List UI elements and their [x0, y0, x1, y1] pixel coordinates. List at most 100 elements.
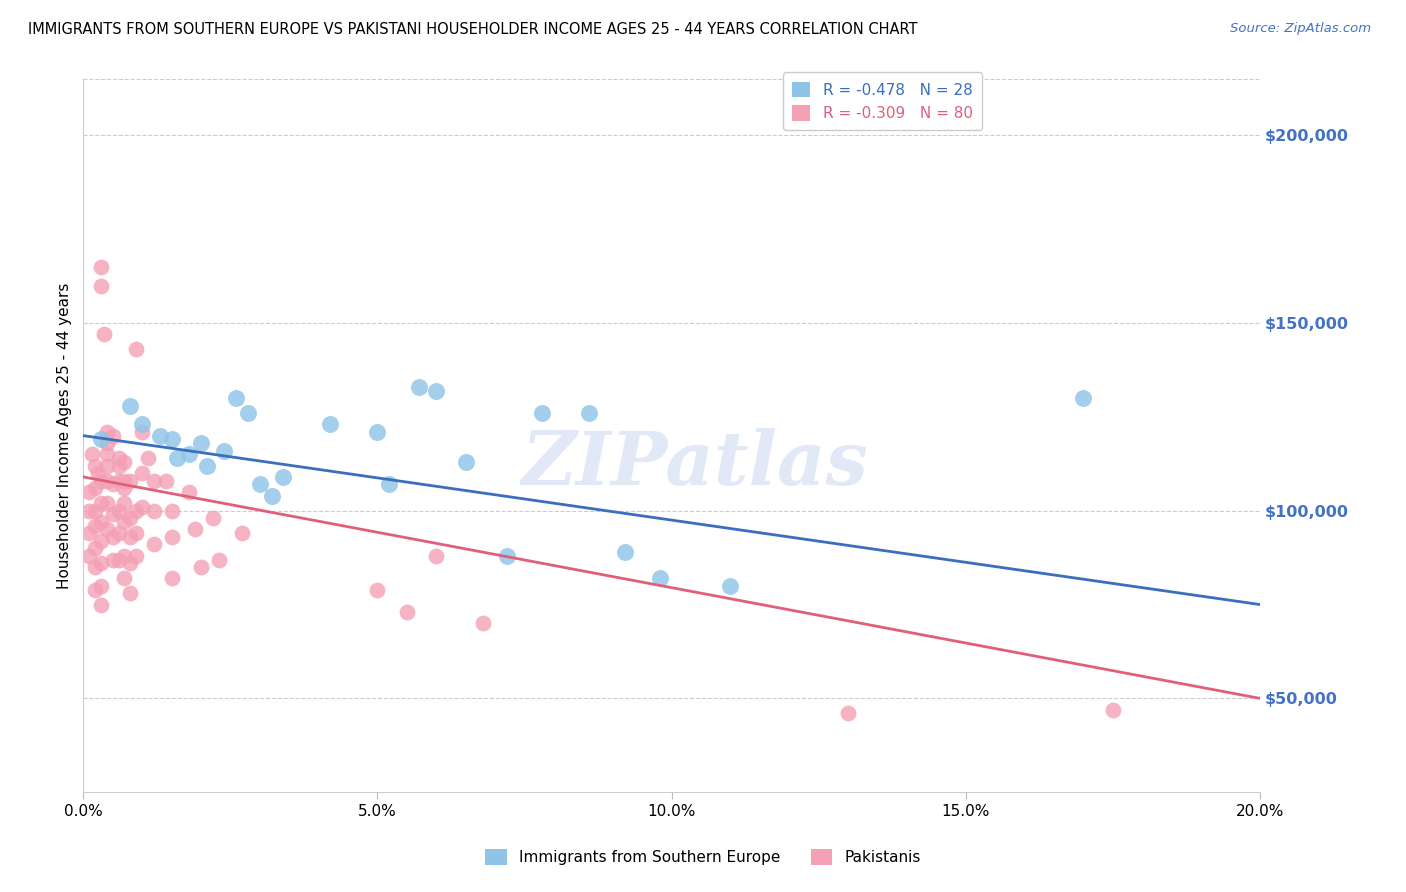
Point — [101, 552, 124, 566]
Point — [366, 425, 388, 439]
Point — [90, 515, 112, 529]
Point — [84, 541, 107, 556]
Point — [84, 582, 107, 597]
Point — [160, 433, 183, 447]
Point — [190, 436, 212, 450]
Point — [96, 447, 118, 461]
Point — [160, 530, 183, 544]
Point — [96, 436, 118, 450]
Point — [260, 489, 283, 503]
Point — [101, 508, 124, 522]
Point — [236, 406, 259, 420]
Point — [107, 526, 129, 541]
Point — [1073, 391, 1095, 405]
Point — [613, 545, 636, 559]
Point — [120, 586, 142, 600]
Point — [90, 496, 112, 510]
Point — [142, 537, 165, 551]
Point — [184, 523, 207, 537]
Point — [155, 474, 177, 488]
Point — [114, 474, 136, 488]
Point — [531, 406, 554, 420]
Point — [84, 481, 107, 495]
Point — [120, 511, 142, 525]
Point — [114, 481, 136, 495]
Text: Source: ZipAtlas.com: Source: ZipAtlas.com — [1230, 22, 1371, 36]
Point — [131, 500, 153, 514]
Point — [120, 474, 142, 488]
Point — [366, 582, 388, 597]
Point — [125, 526, 148, 541]
Point — [77, 549, 100, 563]
Point — [249, 477, 271, 491]
Point — [90, 579, 112, 593]
Point — [90, 533, 112, 548]
Point — [131, 466, 153, 480]
Point — [125, 549, 148, 563]
Point — [96, 474, 118, 488]
Y-axis label: Householder Income Ages 25 - 44 years: Householder Income Ages 25 - 44 years — [58, 283, 72, 589]
Point — [273, 470, 295, 484]
Point — [101, 477, 124, 491]
Point — [425, 549, 447, 563]
Point — [1102, 703, 1125, 717]
Legend: R = -0.478   N = 28, R = -0.309   N = 80: R = -0.478 N = 28, R = -0.309 N = 80 — [783, 72, 981, 130]
Point — [84, 458, 107, 473]
Legend: Immigrants from Southern Europe, Pakistanis: Immigrants from Southern Europe, Pakista… — [479, 843, 927, 871]
Point — [90, 433, 112, 447]
Point — [195, 458, 218, 473]
Point — [496, 549, 519, 563]
Point — [96, 496, 118, 510]
Point — [125, 343, 148, 357]
Point — [77, 504, 100, 518]
Point — [472, 616, 495, 631]
Point — [160, 571, 183, 585]
Point — [408, 380, 430, 394]
Point — [207, 552, 229, 566]
Point — [101, 530, 124, 544]
Point — [395, 605, 418, 619]
Point — [90, 556, 112, 570]
Point — [648, 571, 671, 585]
Point — [90, 598, 112, 612]
Point — [107, 552, 129, 566]
Point — [77, 526, 100, 541]
Point — [231, 526, 253, 541]
Point — [142, 504, 165, 518]
Point — [120, 556, 142, 570]
Point — [101, 428, 124, 442]
Point — [120, 399, 142, 413]
Point — [214, 443, 236, 458]
Point — [837, 706, 859, 721]
Point — [225, 391, 247, 405]
Point — [82, 447, 104, 461]
Text: ZIPatlas: ZIPatlas — [522, 428, 869, 500]
Point — [120, 530, 142, 544]
Point — [90, 260, 112, 274]
Point — [90, 278, 112, 293]
Point — [107, 474, 129, 488]
Point — [131, 425, 153, 439]
Point — [114, 515, 136, 529]
Point — [84, 504, 107, 518]
Point — [201, 511, 224, 525]
Point — [114, 455, 136, 469]
Point — [114, 549, 136, 563]
Point — [90, 474, 112, 488]
Point — [96, 458, 118, 473]
Text: IMMIGRANTS FROM SOUTHERN EUROPE VS PAKISTANI HOUSEHOLDER INCOME AGES 25 - 44 YEA: IMMIGRANTS FROM SOUTHERN EUROPE VS PAKIS… — [28, 22, 918, 37]
Point — [84, 518, 107, 533]
Point — [720, 579, 742, 593]
Point — [114, 496, 136, 510]
Point — [107, 451, 129, 466]
Point — [125, 504, 148, 518]
Point — [131, 417, 153, 432]
Point — [319, 417, 342, 432]
Point — [96, 425, 118, 439]
Point — [190, 560, 212, 574]
Point — [77, 485, 100, 500]
Point — [454, 455, 477, 469]
Point — [179, 447, 201, 461]
Point — [136, 451, 159, 466]
Point — [107, 504, 129, 518]
